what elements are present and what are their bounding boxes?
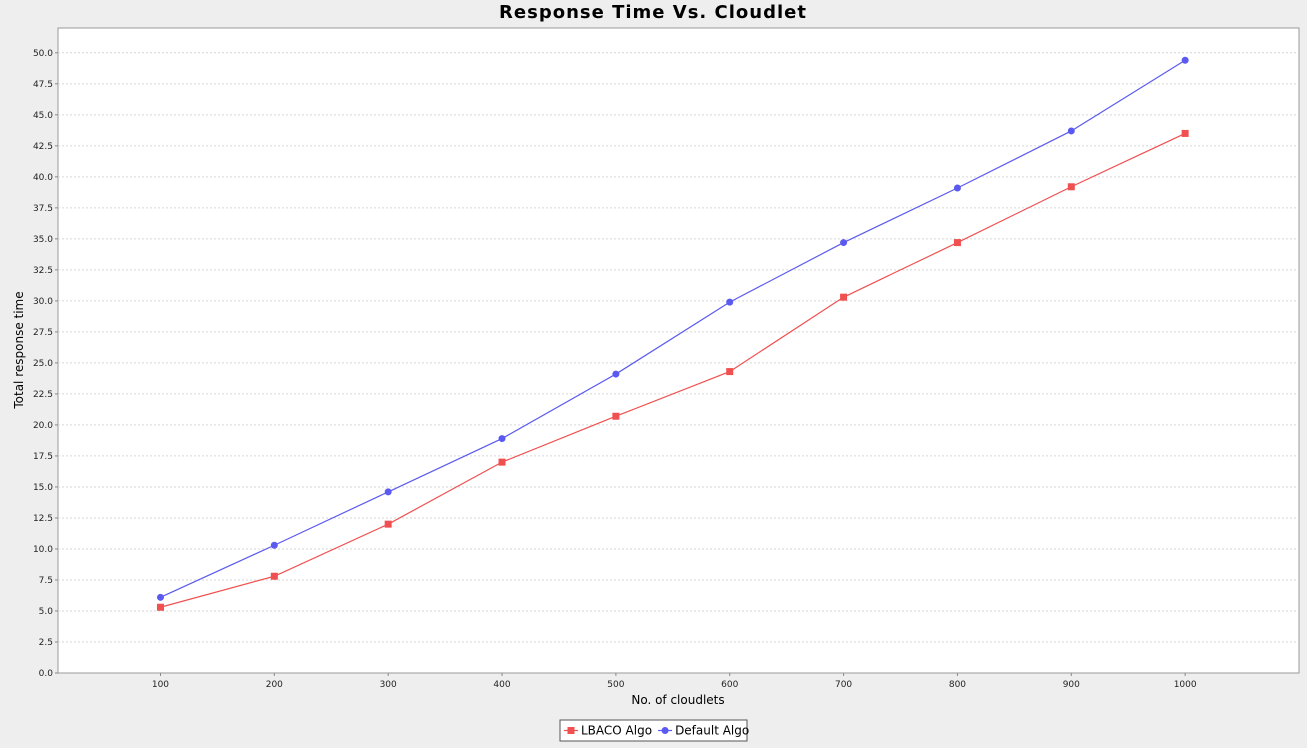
series-line-lbaco-algo: [160, 132, 1186, 608]
legend-marker-lbaco-algo: [567, 727, 575, 734]
y-tick-label: 25.0: [33, 359, 53, 369]
x-tick-label: 200: [266, 680, 283, 690]
data-point-default-algo: [953, 184, 961, 192]
data-point-default-algo: [1181, 56, 1189, 64]
legend-marker-default-algo: [661, 727, 669, 734]
data-point-default-algo: [840, 239, 848, 247]
chart-title: Response Time Vs. Cloudlet: [499, 2, 807, 23]
data-point-lbaco-algo: [953, 239, 961, 247]
data-point-lbaco-algo: [612, 412, 620, 420]
data-point-lbaco-algo: [156, 603, 164, 611]
y-tick-label: 45.0: [33, 111, 53, 121]
data-point-lbaco-algo: [726, 368, 734, 376]
y-tick-label: 17.5: [33, 452, 53, 462]
data-point-lbaco-algo: [840, 293, 848, 301]
y-tick-label: 7.5: [39, 576, 53, 586]
y-tick-label: 15.0: [33, 483, 53, 493]
x-tick-label: 900: [1063, 680, 1080, 690]
grid-lines: [58, 52, 1299, 643]
data-point-lbaco-algo: [270, 572, 278, 580]
y-tick-label: 20.0: [33, 421, 53, 431]
x-tick-label: 1000: [1174, 680, 1197, 690]
data-point-lbaco-algo: [1181, 129, 1189, 137]
x-tick-label: 400: [493, 680, 510, 690]
x-axis: 100 200 300 400 500 600 700 800 900 1000: [152, 673, 1197, 690]
y-tick-label: 0.0: [39, 669, 54, 679]
series-line-default-algo: [160, 59, 1186, 598]
y-axis-label: Total response time: [12, 291, 26, 409]
legend-label-default-algo: Default Algo: [675, 724, 749, 738]
y-tick-label: 35.0: [33, 235, 53, 245]
data-point-default-algo: [1067, 127, 1075, 135]
x-tick-label: 100: [152, 680, 169, 690]
y-tick-label: 40.0: [33, 173, 53, 183]
y-tick-label: 22.5: [33, 390, 53, 400]
series-group: [156, 56, 1189, 611]
x-tick-label: 500: [607, 680, 624, 690]
data-point-default-algo: [270, 541, 278, 549]
x-tick-label: 800: [949, 680, 966, 690]
y-tick-label: 42.5: [33, 142, 53, 152]
y-tick-label: 5.0: [39, 607, 54, 617]
y-axis: 0.0 2.5 5.0 7.5 10.0 12.5 15.0 17.5 20.0 22.5 25.0…: [33, 49, 58, 679]
data-point-default-algo: [726, 298, 734, 306]
legend-box: [559, 719, 748, 742]
x-tick-label: 300: [380, 680, 397, 690]
data-point-default-algo: [156, 593, 164, 601]
data-point-default-algo: [612, 370, 620, 378]
data-point-lbaco-algo: [498, 458, 506, 466]
plot-area: [57, 27, 1300, 674]
data-point-lbaco-algo: [384, 520, 392, 528]
data-point-default-algo: [384, 488, 392, 496]
data-point-lbaco-algo: [1067, 183, 1075, 191]
x-axis-label: No. of cloudlets: [631, 693, 724, 707]
legend: LBACO Algo Default Algo: [559, 719, 749, 742]
x-tick-label: 700: [835, 680, 852, 690]
y-tick-label: 2.5: [39, 638, 53, 648]
y-tick-label: 47.5: [33, 80, 53, 90]
y-tick-label: 37.5: [33, 204, 53, 214]
y-tick-label: 30.0: [33, 297, 53, 307]
y-tick-label: 32.5: [33, 266, 53, 276]
x-tick-label: 600: [721, 680, 738, 690]
y-tick-label: 50.0: [33, 49, 53, 59]
legend-label-lbaco-algo: LBACO Algo: [581, 724, 652, 738]
data-point-default-algo: [498, 435, 506, 443]
y-tick-label: 12.5: [33, 514, 53, 524]
y-tick-label: 10.0: [33, 545, 53, 555]
y-tick-label: 27.5: [33, 328, 53, 338]
